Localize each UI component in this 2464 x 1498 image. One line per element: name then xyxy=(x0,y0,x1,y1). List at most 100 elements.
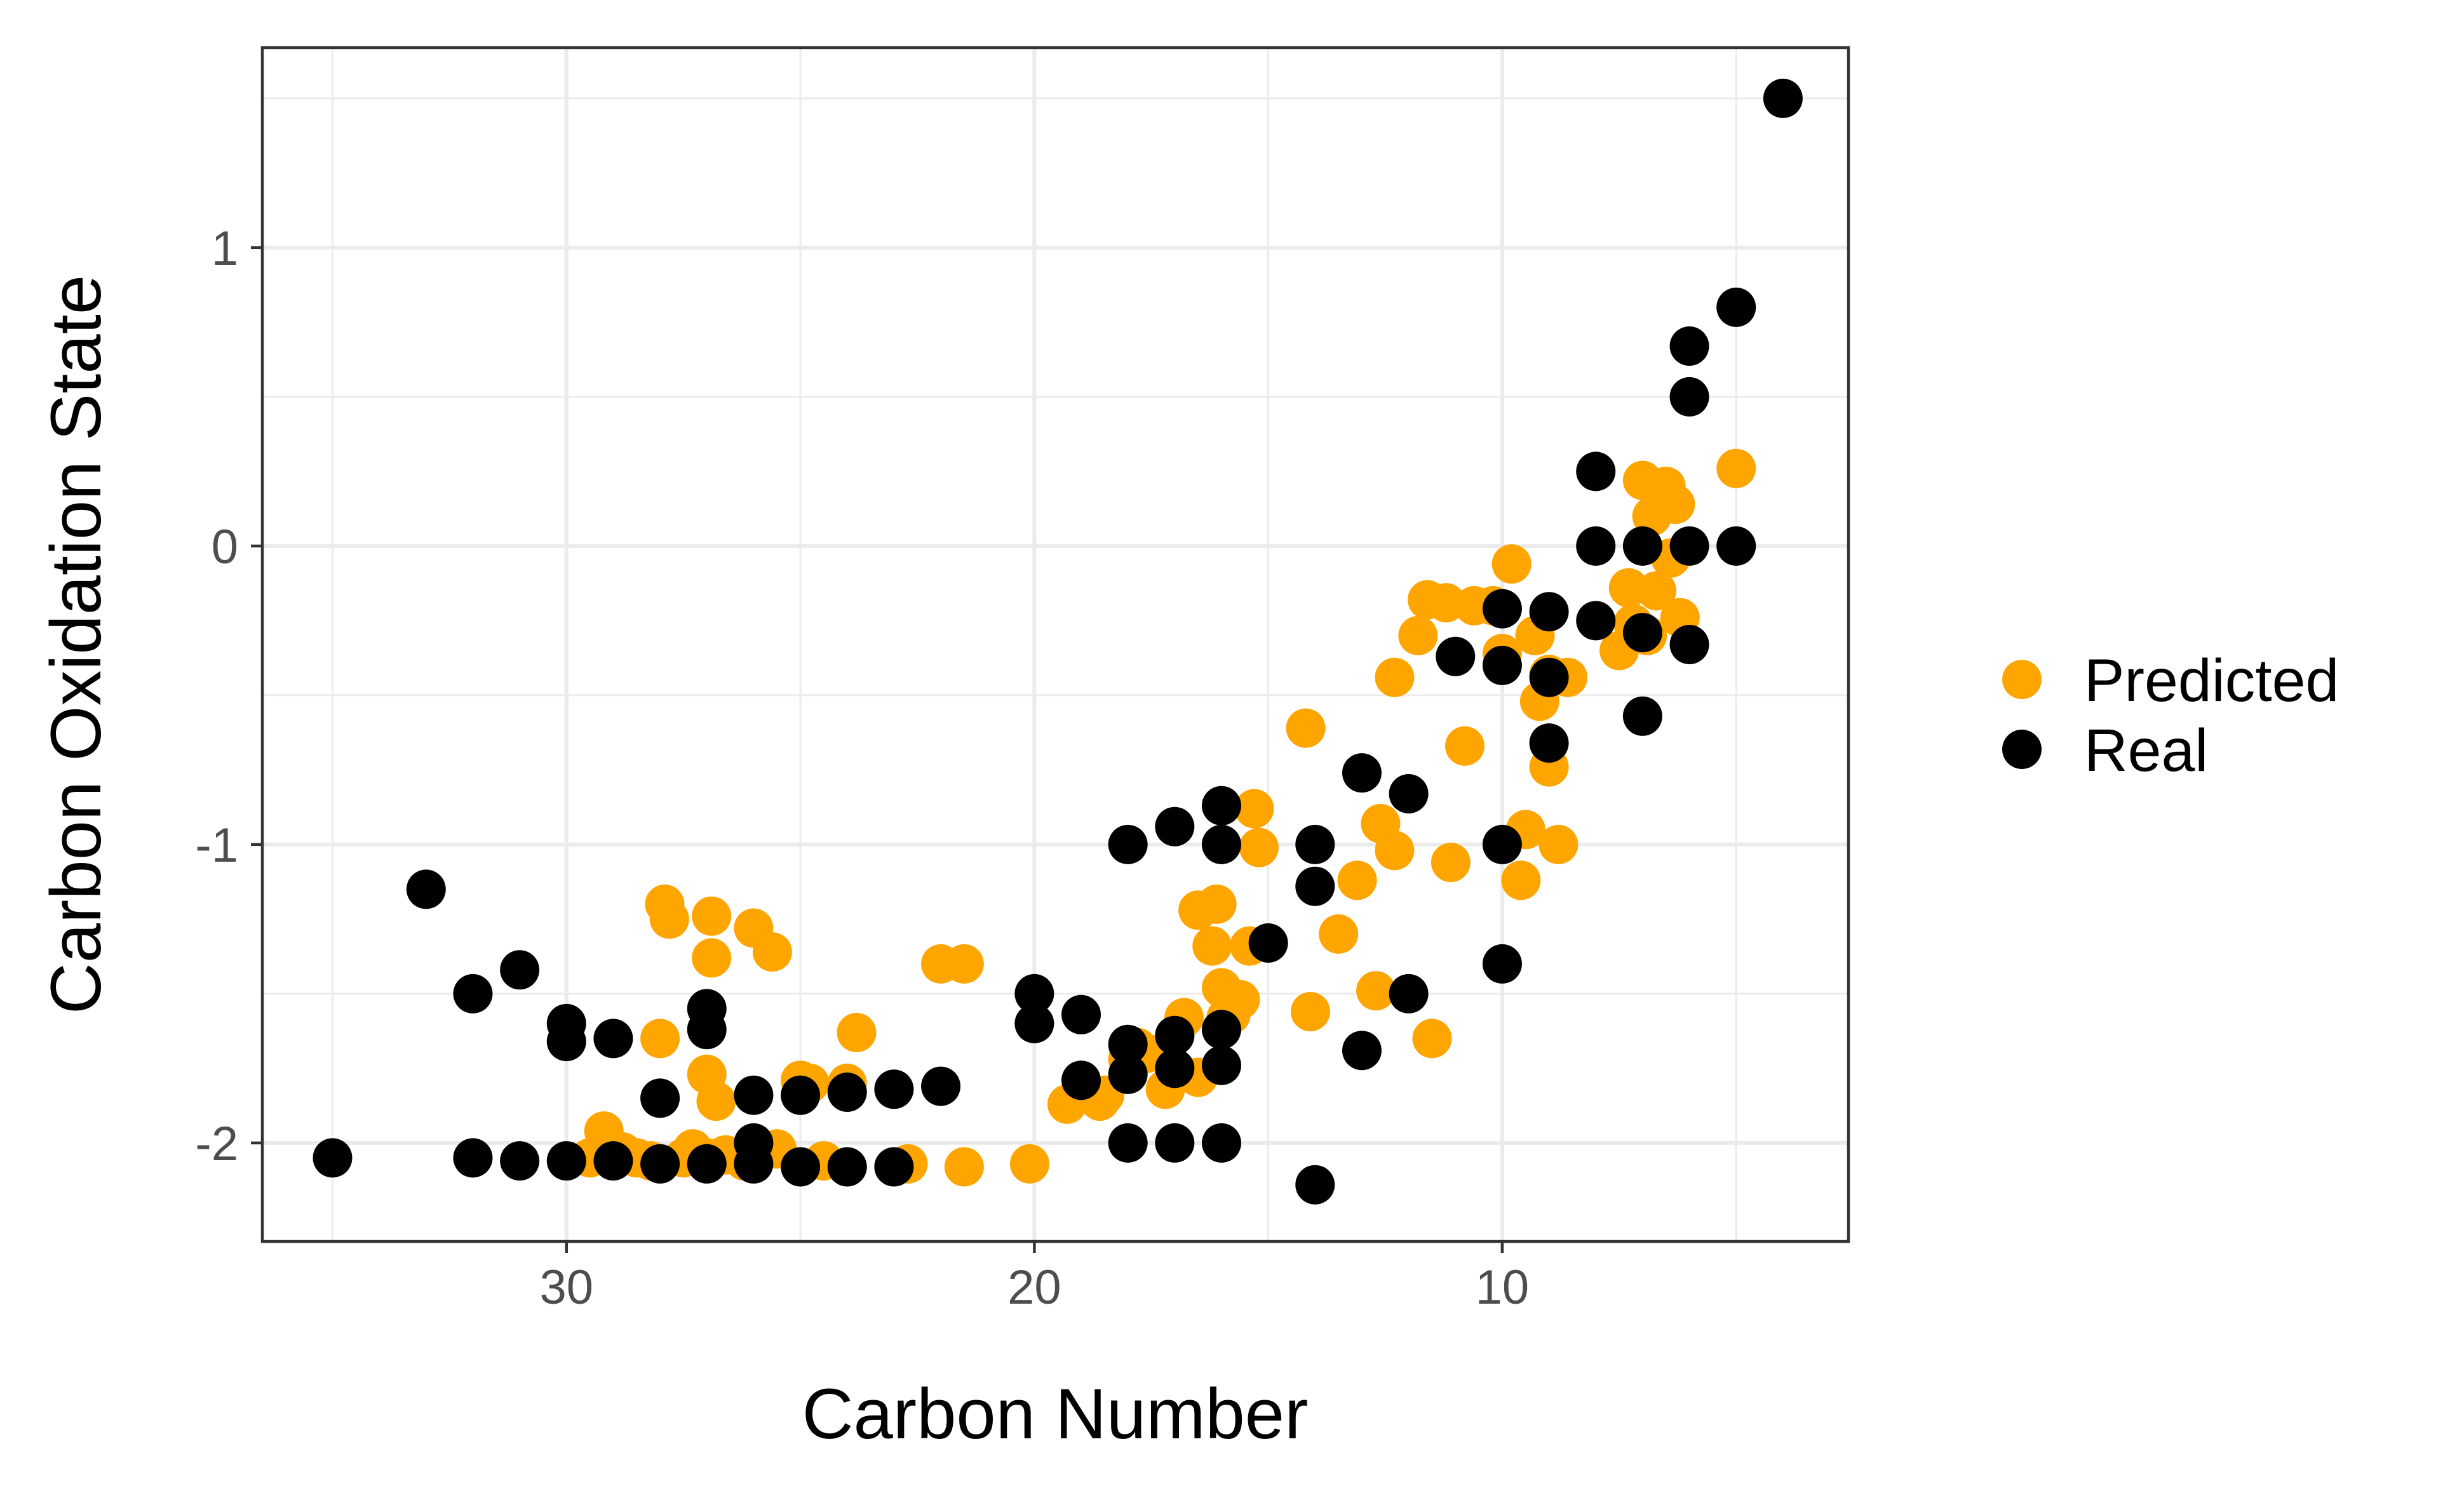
predicted-point xyxy=(1375,831,1415,871)
real-point xyxy=(1622,696,1662,736)
real-point xyxy=(1248,923,1288,963)
real-point xyxy=(781,1075,821,1115)
real-point xyxy=(640,1144,680,1184)
predicted-point xyxy=(692,896,732,936)
y-axis-title: Carbon Oxidation State xyxy=(36,275,116,1014)
real-point xyxy=(1014,1003,1054,1043)
real-point xyxy=(1201,786,1241,826)
real-point xyxy=(453,1138,493,1178)
predicted-point xyxy=(837,1013,877,1052)
real-point xyxy=(546,1141,586,1181)
real-point xyxy=(734,1075,774,1115)
predicted-point xyxy=(1538,824,1579,864)
real-point xyxy=(1716,526,1756,566)
real-point xyxy=(453,973,493,1013)
predicted-point xyxy=(944,1147,984,1187)
real-point xyxy=(1669,377,1709,417)
real-point xyxy=(1482,645,1522,685)
predicted-point xyxy=(1445,726,1485,766)
real-point xyxy=(1108,1024,1148,1064)
predicted-point xyxy=(944,944,984,984)
legend-label-predicted: Predicted xyxy=(2084,647,2339,714)
predicted-point xyxy=(1501,860,1541,900)
real-point xyxy=(500,950,540,990)
predicted-point xyxy=(1286,708,1326,748)
real-point xyxy=(1436,636,1476,676)
predicted-point xyxy=(1192,926,1232,966)
plot-panel-border xyxy=(260,46,1850,1243)
real-point xyxy=(593,1141,633,1181)
y-tick-label: 0 xyxy=(212,520,238,574)
predicted-point xyxy=(640,1019,680,1059)
real-point xyxy=(827,1147,867,1187)
predicted-point xyxy=(1375,657,1415,697)
real-point xyxy=(874,1147,914,1187)
predicted-point xyxy=(1398,615,1438,655)
real-point xyxy=(1342,753,1382,793)
real-point xyxy=(1482,944,1522,984)
real-point xyxy=(1342,1031,1382,1071)
real-point xyxy=(827,1073,867,1112)
real-point xyxy=(406,869,446,909)
real-point xyxy=(1389,973,1429,1013)
real-point xyxy=(1155,806,1195,846)
real-point xyxy=(1201,1123,1241,1163)
real-point xyxy=(1529,723,1569,763)
x-tick-label: 30 xyxy=(540,1261,594,1314)
real-point xyxy=(1669,326,1709,366)
real-point xyxy=(1669,526,1709,566)
y-tick-label: 1 xyxy=(212,222,238,276)
predicted-point xyxy=(1234,789,1274,829)
x-tick-label: 10 xyxy=(1476,1261,1530,1314)
predicted-point xyxy=(1356,971,1396,1011)
predicted-point xyxy=(696,1081,736,1121)
real-point xyxy=(593,1019,633,1059)
real-point xyxy=(1529,592,1569,632)
data-points xyxy=(313,78,1803,1205)
real-point xyxy=(1529,657,1569,697)
real-point xyxy=(1014,973,1054,1013)
real-point xyxy=(1295,866,1335,906)
predicted-point xyxy=(1412,1019,1452,1059)
real-point xyxy=(1482,589,1522,629)
real-point xyxy=(1295,1165,1335,1205)
real-point xyxy=(1155,1048,1195,1088)
y-tick-label: -1 xyxy=(195,819,238,873)
real-point xyxy=(1201,824,1241,864)
predicted-point xyxy=(1290,992,1330,1032)
real-point xyxy=(874,1069,914,1109)
y-axis-ticks: 1 0 -1 -2 xyxy=(195,222,262,1171)
legend-label-real: Real xyxy=(2084,717,2208,784)
y-tick-label: -2 xyxy=(195,1117,238,1171)
real-point xyxy=(921,1066,961,1106)
predicted-point xyxy=(1337,860,1377,900)
predicted-point xyxy=(1239,827,1279,867)
predicted-point xyxy=(1655,485,1695,525)
predicted-point xyxy=(752,932,792,972)
real-point xyxy=(1622,526,1662,566)
predicted-point xyxy=(1716,448,1756,488)
x-axis-ticks: 30 20 10 xyxy=(540,1241,1530,1314)
real-point xyxy=(687,1144,727,1184)
real-point xyxy=(1155,1015,1195,1055)
predicted-point xyxy=(1491,544,1532,584)
real-point xyxy=(1155,1123,1195,1163)
real-point xyxy=(1482,824,1522,864)
x-tick-label: 20 xyxy=(1007,1261,1061,1314)
real-point xyxy=(1576,601,1616,641)
real-point xyxy=(1576,451,1616,492)
real-point xyxy=(640,1078,680,1118)
predicted-point xyxy=(1637,571,1677,611)
real-point xyxy=(1201,1045,1241,1085)
real-point xyxy=(1061,1060,1101,1100)
real-point xyxy=(1389,774,1429,813)
real-point xyxy=(1622,613,1662,653)
real-point xyxy=(1108,824,1148,864)
x-axis-title: Carbon Number xyxy=(802,1374,1309,1454)
predicted-point xyxy=(1431,843,1471,883)
real-point xyxy=(1108,1123,1148,1163)
real-point xyxy=(1716,287,1756,327)
